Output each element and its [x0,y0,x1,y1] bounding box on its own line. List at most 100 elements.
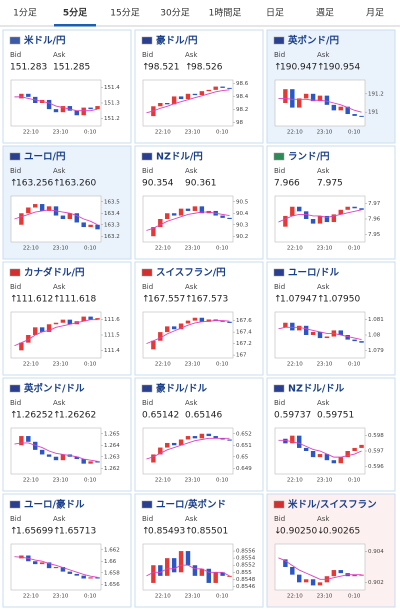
candle [67,106,73,111]
ask-label: Ask [317,51,330,59]
tab[interactable]: 1時間足 [209,8,242,19]
candle [324,336,330,339]
candle [26,436,31,442]
bid-value: 0.59737 [274,411,311,421]
y-tick-label: 0.649 [236,466,252,472]
x-tick-label: 22:10 [155,130,171,136]
x-tick-label: 22:10 [287,594,303,600]
candle [227,439,232,441]
candle [283,89,288,103]
ask-value: 163.260 [59,179,96,189]
bid-label: Bid [142,283,153,291]
direction-arrow: ↑ [317,63,325,73]
candle [324,454,330,461]
ask-label: Ask [53,515,66,523]
y-tick-label: 0.8548 [236,577,256,583]
bid-value: 151.283 [10,63,47,73]
tab[interactable]: 30分足 [160,8,189,19]
pair-name: NZドル/円 [156,152,203,163]
x-tick-label: 0:10 [216,594,229,600]
candle [317,454,323,458]
y-tick-label: 1.079 [368,348,384,354]
tab[interactable]: 5分足 [63,7,88,19]
x-tick-label: 22:10 [155,594,171,600]
candle [192,93,198,96]
x-tick-label: 0:10 [84,130,97,136]
direction-arrow: ↑ [10,295,18,305]
tab[interactable]: 日足 [266,8,284,19]
pair-name: 米ドル/円 [23,35,65,47]
ask-label: Ask [317,283,330,291]
tab[interactable]: 15分足 [110,8,139,19]
candle [297,435,302,448]
candle [39,449,45,455]
moving-average [14,442,98,462]
y-tick-label: 1.66 [104,559,117,565]
candle [39,204,45,211]
candle [67,319,73,325]
candle [46,206,52,211]
candle [88,461,93,464]
y-tick-label: 0.8546 [236,584,256,590]
y-tick-label: 151.3 [104,101,120,107]
x-tick-label: 0:10 [84,246,97,252]
ask-label: Ask [185,515,198,523]
ask-label: Ask [185,51,198,59]
candle [158,332,163,341]
candle [33,327,38,335]
ask-value: 0.85501 [191,527,228,537]
moving-average [14,96,98,112]
candle [39,327,45,332]
bid-value: 90.354 [142,179,174,189]
moving-average [14,556,98,578]
y-tick-label: 191.2 [368,91,384,97]
x-tick-label: 0:10 [348,246,361,252]
x-tick-label: 23:10 [185,594,201,600]
bid-label: Bid [274,515,285,523]
x-tick-label: 23:10 [53,246,69,252]
bid-label: Bid [10,51,21,59]
moving-average [146,564,230,577]
flag [273,384,285,393]
x-tick-label: 23:10 [317,362,333,368]
tab[interactable]: 週足 [316,8,334,19]
pair-name: スイスフラン/円 [156,268,226,279]
candle [345,206,350,210]
candle [331,460,337,464]
chart-frame [142,79,234,127]
candle [359,208,364,210]
ask-label: Ask [317,399,330,407]
y-tick-label: 0.596 [368,464,384,470]
candle [317,215,323,224]
chart-frame [142,427,234,475]
bid-value: 163.256 [16,179,53,189]
y-tick-label: 111.5 [104,333,120,339]
candle [283,215,288,227]
candle [53,567,59,569]
flag [9,152,21,161]
tab[interactable]: 1分足 [13,8,37,19]
x-tick-label: 22:10 [23,594,39,600]
candle [171,96,177,105]
ask-value: 0.65146 [185,411,222,421]
y-tick-label: 163.2 [104,234,120,240]
tab[interactable]: 月足 [366,8,384,19]
pair-name: ユーロ/英ポンド [156,499,226,511]
flag [141,384,153,393]
candle [33,561,38,565]
